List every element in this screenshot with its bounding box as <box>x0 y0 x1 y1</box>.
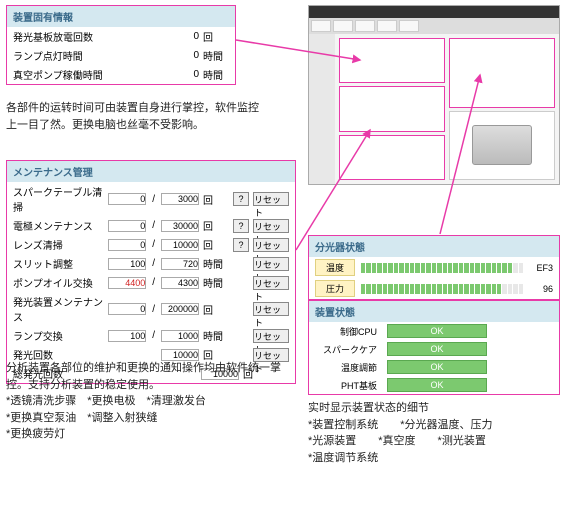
info-unit: 時間 <box>203 67 229 82</box>
device-row: スパークケア OK <box>309 340 559 358</box>
bullet: *装置控制系统 *分光器温度、压力 <box>308 417 560 434</box>
status-value: 96 <box>529 284 553 294</box>
maint-row: 発光装置メンテナンス/回リセット <box>7 292 295 326</box>
panel-title: 装置状態 <box>309 301 559 322</box>
reset-button[interactable]: リセット <box>253 302 289 316</box>
panel-title: 分光器状態 <box>309 236 559 257</box>
info-value: 0 <box>149 50 199 61</box>
maint-row: スパークテーブル清掃/回?リセット <box>7 182 295 216</box>
maint-label: スリット調整 <box>13 256 104 271</box>
bullet: *光源装置 *真空度 *测光装置 <box>308 433 560 450</box>
info-unit: 時間 <box>203 48 229 63</box>
desc-2: 分析装置各部位的维护和更换的通知操作均由软件统一掌控。支持分析装置的稳定使用。 … <box>6 360 296 443</box>
status-value: EF3 <box>529 263 553 273</box>
maint-limit-input[interactable] <box>161 258 199 270</box>
maint-current-input[interactable] <box>108 193 146 205</box>
maint-current-input[interactable] <box>108 330 146 342</box>
maint-label: ポンプオイル交換 <box>13 275 104 290</box>
maint-row: ランプ交換/時間リセット <box>7 326 295 345</box>
device-label: 温度調節 <box>317 361 377 374</box>
bullet: *更换真空泵油 *调整入射狭缝 <box>6 410 296 427</box>
reset-button[interactable]: リセット <box>253 329 289 343</box>
bullet: *更换疲劳灯 <box>6 426 296 443</box>
device-label: 制御CPU <box>317 325 377 338</box>
maint-unit: 回 <box>203 302 229 317</box>
reset-button[interactable]: リセット <box>253 238 289 252</box>
desc-3: 实时显示装置状态的细节 *装置控制系统 *分光器温度、压力*光源装置 *真空度 … <box>308 400 560 466</box>
help-button[interactable]: ? <box>233 219 249 233</box>
maint-limit-input[interactable] <box>161 330 199 342</box>
maint-unit: 時間 <box>203 275 229 290</box>
maint-current-input[interactable] <box>108 258 146 270</box>
device-info-panel: 装置固有情報 発光基板放電回数0回ランプ点灯時間0時間真空ポンプ稼働時間0時間 <box>6 5 236 85</box>
maint-current-input[interactable] <box>108 277 146 289</box>
status-ok-badge: OK <box>387 324 487 338</box>
spectro-status-panel: 分光器状態 温度 EF3 圧力 96 <box>308 235 560 300</box>
maint-limit-input[interactable] <box>161 220 199 232</box>
info-label: 真空ポンプ稼働時間 <box>13 67 145 82</box>
status-label: 温度 <box>315 259 355 276</box>
status-row: 温度 EF3 <box>309 257 559 278</box>
maint-limit-input[interactable] <box>161 303 199 315</box>
help-button[interactable]: ? <box>233 238 249 252</box>
info-value: 0 <box>149 31 199 42</box>
maint-row: ポンプオイル交換/時間リセット <box>7 273 295 292</box>
reset-button[interactable]: リセット <box>253 219 289 233</box>
info-label: ランプ点灯時間 <box>13 48 145 63</box>
app-screenshot <box>308 5 560 185</box>
reset-button[interactable]: リセット <box>253 276 289 290</box>
device-label: スパークケア <box>317 343 377 356</box>
info-label: 発光基板放電回数 <box>13 29 145 44</box>
device-status-panel: 装置状態 制御CPU OK スパークケア OK 温度調節 OK PHT基板 OK <box>308 300 560 395</box>
maint-label: レンズ清掃 <box>13 237 104 252</box>
maint-unit: 回 <box>203 192 229 207</box>
maintenance-panel: メンテナンス管理 スパークテーブル清掃/回?リセット電極メンテナンス/回?リセッ… <box>6 160 296 384</box>
maint-current-input[interactable] <box>108 303 146 315</box>
maint-unit: 回 <box>203 237 229 252</box>
panel-title: 装置固有情報 <box>7 6 235 27</box>
status-ok-badge: OK <box>387 342 487 356</box>
device-row: 温度調節 OK <box>309 358 559 376</box>
desc-2-lead: 分析装置各部位的维护和更换的通知操作均由软件统一掌控。支持分析装置的稳定使用。 <box>6 362 281 391</box>
reset-button[interactable]: リセット <box>253 192 289 206</box>
info-value: 0 <box>149 69 199 80</box>
maint-label: ランプ交換 <box>13 328 104 343</box>
desc-3-lead: 实时显示装置状态的细节 <box>308 402 429 414</box>
desc-1: 各部件的运转时间可由装置自身进行掌控，软件监控上一目了然。更换电脑也丝毫不受影响… <box>6 100 266 133</box>
info-row: 発光基板放電回数 0回 <box>7 27 235 46</box>
maint-limit-input[interactable] <box>161 193 199 205</box>
maint-limit-input[interactable] <box>161 277 199 289</box>
bullet: *透镜清洗步骤 *更换电极 *清理激发台 <box>6 393 296 410</box>
maint-limit-input[interactable] <box>161 349 199 361</box>
device-row: 制御CPU OK <box>309 322 559 340</box>
maint-row: 電極メンテナンス/回?リセット <box>7 216 295 235</box>
maint-unit: 回 <box>203 218 229 233</box>
maint-unit: 時間 <box>203 256 229 271</box>
info-row: 真空ポンプ稼働時間 0 時間 <box>7 65 235 84</box>
maint-row: スリット調整/時間リセット <box>7 254 295 273</box>
panel-title: メンテナンス管理 <box>7 161 295 182</box>
maint-unit: 時間 <box>203 328 229 343</box>
reset-button[interactable]: リセット <box>253 257 289 271</box>
status-row: 圧力 96 <box>309 278 559 299</box>
maint-label: スパークテーブル清掃 <box>13 184 104 214</box>
status-bar <box>361 284 523 294</box>
status-bar <box>361 263 523 273</box>
help-button[interactable]: ? <box>233 192 249 206</box>
maint-current-input[interactable] <box>108 220 146 232</box>
device-row: PHT基板 OK <box>309 376 559 394</box>
maint-current-input[interactable] <box>108 239 146 251</box>
maint-label: 電極メンテナンス <box>13 218 104 233</box>
info-row: ランプ点灯時間 0 時間 <box>7 46 235 65</box>
bullet: *温度调节系统 <box>308 450 560 467</box>
status-label: 圧力 <box>315 280 355 297</box>
status-ok-badge: OK <box>387 378 487 392</box>
maint-label: 発光装置メンテナンス <box>13 294 104 324</box>
maint-row: レンズ清掃/回?リセット <box>7 235 295 254</box>
status-ok-badge: OK <box>387 360 487 374</box>
device-label: PHT基板 <box>317 379 377 392</box>
info-unit: 回 <box>203 29 229 44</box>
maint-limit-input[interactable] <box>161 239 199 251</box>
